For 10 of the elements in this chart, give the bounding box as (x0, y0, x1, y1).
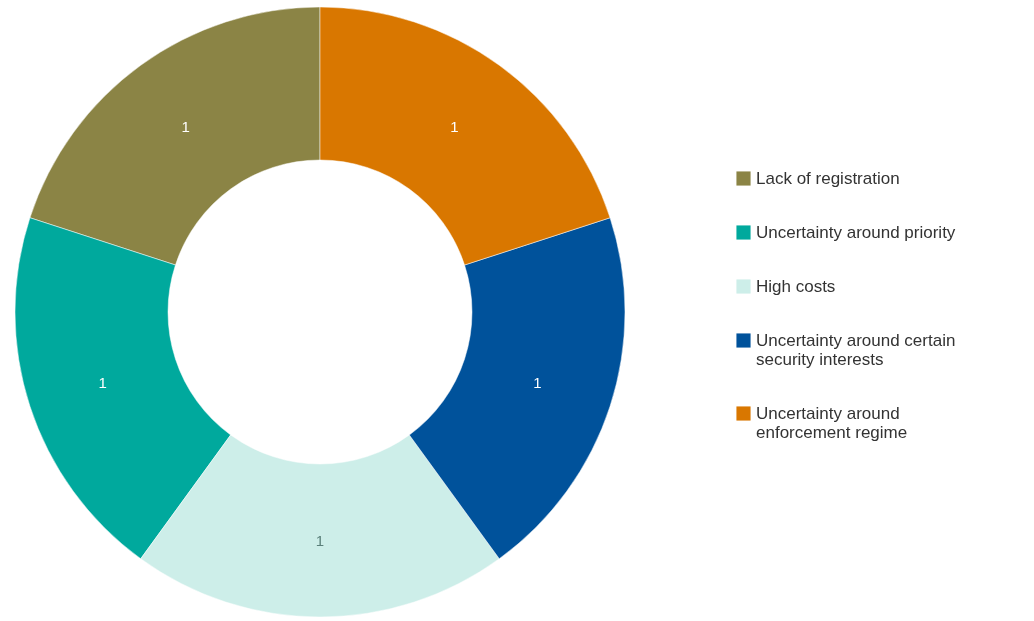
legend-label: Lack of registration (756, 168, 900, 188)
data-label: 1 (315, 531, 325, 549)
legend-label: Uncertainty around enforcement regime (756, 403, 908, 442)
data-label: 1 (181, 118, 190, 136)
data-label: 1 (533, 373, 542, 391)
legend-label: Uncertainty around certain security interests (756, 330, 956, 369)
legend-label: High costs (756, 276, 836, 296)
data-label: 1 (98, 373, 107, 391)
data-label: 1 (450, 118, 459, 136)
legend-label: Uncertainty around priority (756, 222, 956, 242)
